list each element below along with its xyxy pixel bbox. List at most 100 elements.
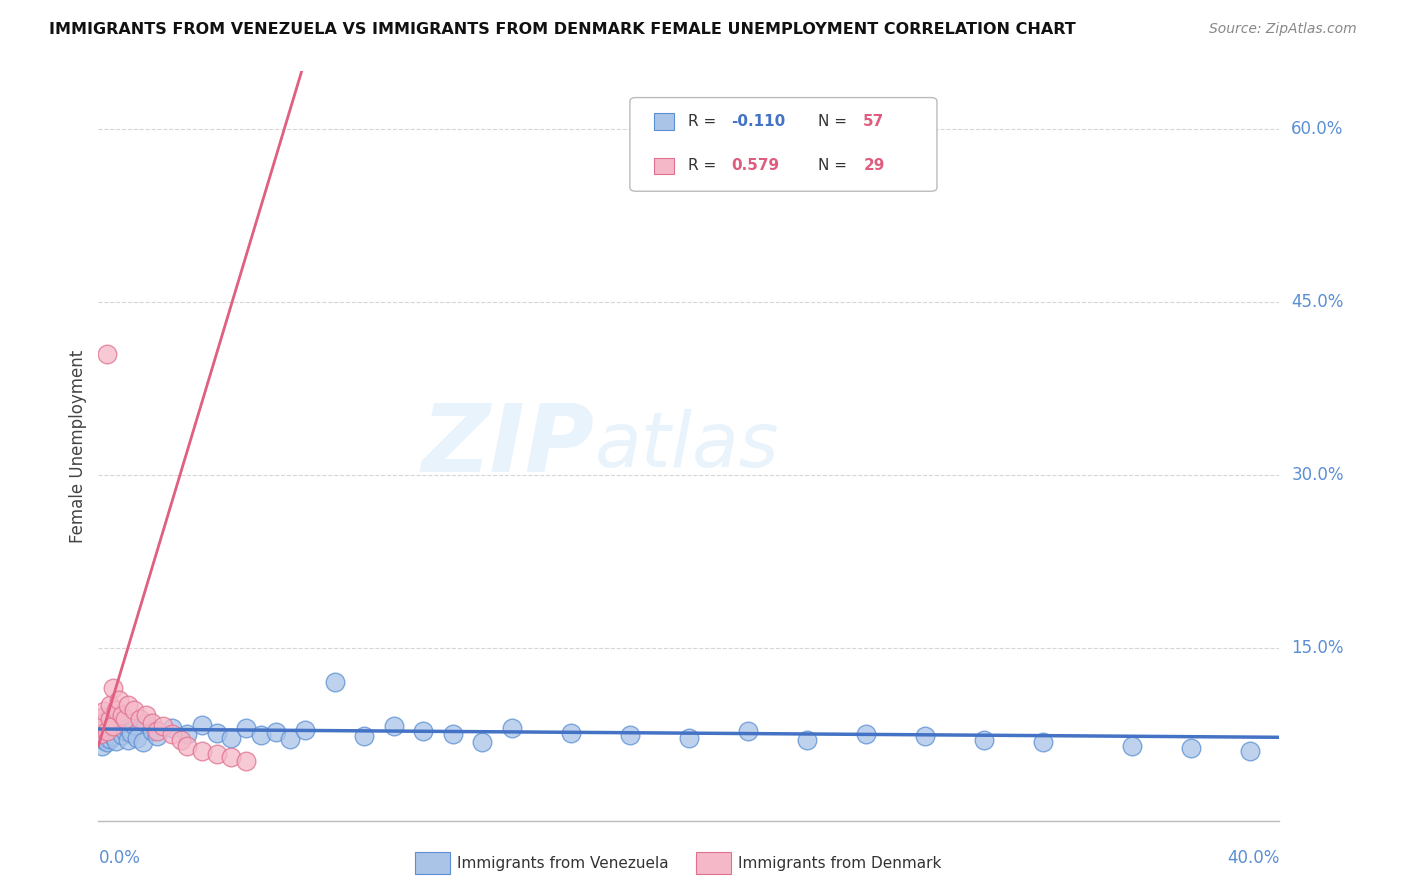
Text: R =: R = [689, 114, 721, 129]
Point [353, 730, 375, 744]
Point [91, 739, 114, 753]
Point [91, 715, 114, 730]
Point [117, 722, 139, 736]
Text: R =: R = [689, 158, 727, 173]
Point [132, 735, 155, 749]
Point [146, 730, 169, 744]
Point [94, 731, 117, 745]
Text: 60.0%: 60.0% [1291, 120, 1344, 138]
Point [176, 739, 198, 753]
Point [471, 735, 494, 749]
Point [114, 723, 136, 738]
Point [235, 722, 257, 736]
Point [108, 715, 131, 730]
Point [96, 347, 118, 361]
Point [796, 733, 818, 747]
FancyBboxPatch shape [630, 97, 936, 191]
Point [117, 733, 139, 747]
Point [97, 726, 120, 740]
Point [441, 727, 464, 741]
Point [91, 710, 114, 724]
Point [103, 681, 125, 695]
Point [98, 712, 121, 726]
Point [111, 707, 134, 722]
Point [103, 730, 125, 744]
Y-axis label: Female Unemployment: Female Unemployment [69, 350, 87, 542]
Point [1239, 744, 1261, 758]
Point [737, 723, 759, 738]
Point [678, 731, 700, 745]
Point [114, 712, 136, 726]
Text: IMMIGRANTS FROM VENEZUELA VS IMMIGRANTS FROM DENMARK FEMALE UNEMPLOYMENT CORRELA: IMMIGRANTS FROM VENEZUELA VS IMMIGRANTS … [49, 22, 1076, 37]
Point [152, 719, 174, 733]
Point [90, 722, 112, 736]
Point [280, 731, 302, 746]
Point [501, 722, 523, 736]
Point [120, 726, 142, 740]
Text: atlas: atlas [595, 409, 779, 483]
Text: -0.110: -0.110 [731, 114, 785, 129]
Point [176, 727, 198, 741]
Text: N =: N = [818, 114, 852, 129]
Point [141, 715, 163, 730]
Point [98, 731, 121, 746]
FancyBboxPatch shape [654, 113, 675, 130]
Point [93, 710, 115, 724]
Point [162, 727, 183, 741]
Point [141, 723, 163, 738]
Text: Immigrants from Venezuela: Immigrants from Venezuela [457, 856, 669, 871]
Point [914, 730, 936, 744]
Point [221, 731, 243, 745]
Text: 0.579: 0.579 [731, 158, 779, 173]
Point [125, 731, 148, 745]
Point [105, 723, 128, 737]
Point [205, 726, 228, 740]
Point [93, 715, 115, 730]
Point [191, 744, 214, 758]
Point [98, 712, 121, 726]
Point [1032, 735, 1054, 749]
Point [855, 727, 877, 741]
Point [128, 712, 150, 726]
Point [135, 715, 157, 730]
Point [103, 718, 125, 732]
Point [146, 723, 169, 738]
Point [619, 728, 641, 742]
Point [108, 692, 131, 706]
FancyBboxPatch shape [654, 158, 675, 174]
Point [162, 722, 183, 736]
Point [105, 734, 128, 748]
Point [1121, 739, 1143, 753]
Point [221, 750, 243, 764]
Point [250, 728, 273, 742]
Point [191, 718, 214, 732]
Text: ZIP: ZIP [422, 400, 595, 492]
Point [973, 733, 995, 747]
Text: Source: ZipAtlas.com: Source: ZipAtlas.com [1209, 22, 1357, 37]
Point [560, 726, 582, 740]
Point [264, 724, 287, 739]
Text: 30.0%: 30.0% [1291, 466, 1344, 483]
Point [117, 698, 139, 713]
Point [235, 754, 257, 768]
Point [90, 727, 112, 741]
Point [93, 704, 115, 718]
Point [111, 728, 134, 742]
Text: 45.0%: 45.0% [1291, 293, 1344, 311]
Point [205, 747, 228, 761]
Text: 29: 29 [863, 158, 884, 173]
Point [105, 703, 128, 717]
Point [93, 733, 115, 747]
Point [122, 703, 145, 717]
Text: 0.0%: 0.0% [98, 849, 141, 867]
Point [323, 675, 346, 690]
Point [382, 719, 405, 733]
Point [96, 735, 118, 749]
Point [96, 723, 118, 738]
Point [1180, 741, 1202, 756]
Text: 40.0%: 40.0% [1227, 849, 1279, 867]
Point [90, 722, 112, 736]
Text: Immigrants from Denmark: Immigrants from Denmark [738, 856, 942, 871]
Point [98, 698, 121, 713]
Point [103, 719, 125, 733]
